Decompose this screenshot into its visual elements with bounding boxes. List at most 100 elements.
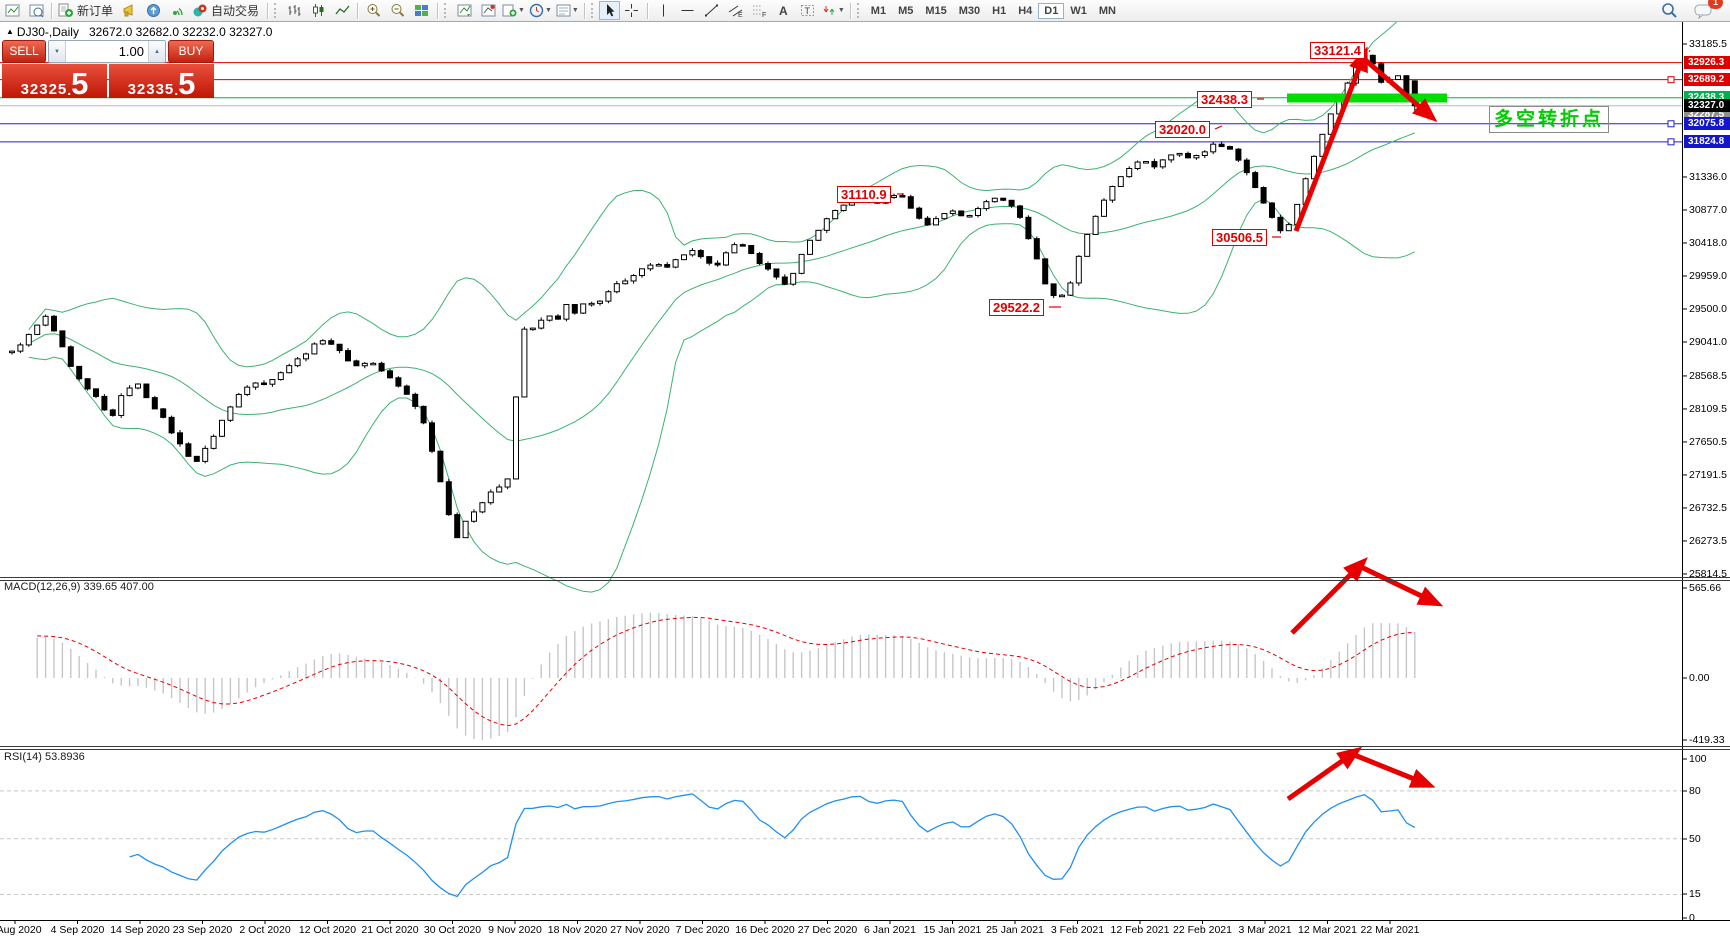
collapse-icon[interactable]: ▲: [6, 27, 14, 36]
candle[interactable]: [521, 328, 528, 398]
candle[interactable]: [210, 435, 217, 449]
candle[interactable]: [1143, 161, 1149, 164]
signal-icon[interactable]: [166, 1, 190, 20]
candle[interactable]: [1084, 233, 1091, 257]
candle[interactable]: [412, 393, 419, 407]
sell-price[interactable]: 32325. 5: [2, 64, 107, 99]
candle[interactable]: [949, 210, 956, 215]
candle[interactable]: [1176, 152, 1183, 156]
candle[interactable]: [462, 520, 469, 539]
candle[interactable]: [1025, 216, 1032, 240]
bollinger-lower-band[interactable]: [28, 198, 1416, 593]
candle[interactable]: [93, 388, 99, 397]
search-icon[interactable]: [1658, 1, 1682, 20]
candle[interactable]: [706, 256, 713, 264]
candle[interactable]: [714, 262, 721, 266]
timeframe-h4[interactable]: H4: [1018, 4, 1033, 17]
candle[interactable]: [496, 486, 503, 493]
candle[interactable]: [252, 382, 259, 388]
candle[interactable]: [1126, 167, 1133, 178]
candle[interactable]: [227, 406, 234, 421]
candle[interactable]: [1243, 159, 1250, 174]
bar-chart-icon[interactable]: [282, 1, 306, 20]
candle[interactable]: [487, 491, 494, 504]
candle[interactable]: [765, 263, 771, 270]
candle[interactable]: [916, 207, 923, 219]
candle[interactable]: [555, 315, 561, 320]
trend-arrow[interactable]: [1293, 46, 1368, 232]
trend-arrow[interactable]: [1286, 746, 1363, 802]
candle[interactable]: [34, 324, 41, 335]
candle[interactable]: [370, 362, 377, 366]
price-annotation-32020.0[interactable]: 32020.0: [1155, 121, 1210, 138]
candle[interactable]: [395, 377, 402, 387]
line-handle[interactable]: [1667, 138, 1675, 146]
candle[interactable]: [723, 252, 729, 266]
candle[interactable]: [504, 478, 511, 488]
add-indicator-button[interactable]: ▼: [500, 1, 527, 20]
candle[interactable]: [1059, 294, 1065, 298]
candle[interactable]: [160, 408, 167, 418]
text-tool[interactable]: A: [772, 1, 796, 20]
candle[interactable]: [1134, 161, 1141, 169]
candle[interactable]: [580, 303, 587, 314]
price-annotation-33121.4[interactable]: 33121.4: [1310, 42, 1365, 59]
candle[interactable]: [597, 300, 603, 304]
tile-windows-icon[interactable]: [410, 1, 434, 20]
candle[interactable]: [1201, 151, 1208, 157]
trendline-tool[interactable]: [700, 1, 724, 20]
candle[interactable]: [328, 340, 335, 345]
publish-chart-icon[interactable]: [142, 1, 166, 20]
volume-increase-button[interactable]: ▲: [148, 41, 165, 62]
sell-button[interactable]: SELL: [2, 40, 46, 63]
candle[interactable]: [437, 450, 444, 483]
candle[interactable]: [143, 383, 150, 399]
candle[interactable]: [403, 385, 410, 395]
candle[interactable]: [51, 315, 57, 332]
candle[interactable]: [244, 386, 251, 395]
candle[interactable]: [353, 360, 360, 367]
candle[interactable]: [76, 365, 83, 380]
candle[interactable]: [202, 447, 209, 462]
candle[interactable]: [613, 283, 620, 293]
candle[interactable]: [1168, 154, 1175, 161]
candle[interactable]: [1033, 238, 1040, 260]
candle[interactable]: [59, 330, 66, 348]
candle[interactable]: [605, 291, 612, 302]
candle[interactable]: [42, 315, 49, 326]
candle[interactable]: [135, 383, 141, 389]
candle[interactable]: [1193, 155, 1200, 159]
candle[interactable]: [639, 268, 645, 277]
equidistant-channel-tool[interactable]: E: [724, 1, 748, 20]
candle[interactable]: [1269, 202, 1275, 218]
candle[interactable]: [1210, 143, 1217, 153]
candle[interactable]: [798, 253, 805, 274]
candle[interactable]: [647, 264, 654, 270]
candle[interactable]: [1017, 205, 1023, 218]
candle[interactable]: [185, 443, 192, 457]
line-handle[interactable]: [1667, 120, 1675, 128]
fibonacci-tool[interactable]: F: [748, 1, 772, 20]
support-highlight-bar[interactable]: [1287, 93, 1447, 103]
candle[interactable]: [1277, 216, 1284, 232]
candle[interactable]: [546, 315, 553, 321]
candle[interactable]: [219, 419, 225, 437]
candle[interactable]: [109, 409, 116, 416]
bollinger-upper-band[interactable]: [28, 13, 1415, 368]
timeframe-m1[interactable]: M1: [870, 4, 887, 17]
candle[interactable]: [1075, 255, 1082, 284]
indicators-list-icon[interactable]: [452, 1, 476, 20]
trend-arrow[interactable]: [1361, 56, 1438, 123]
candle[interactable]: [655, 264, 662, 267]
candle[interactable]: [1109, 185, 1116, 201]
candle[interactable]: [471, 511, 477, 522]
chart-title[interactable]: ▲ DJ30-,Daily 32672.0 32682.0 32232.0 3232…: [6, 25, 272, 39]
candle[interactable]: [672, 259, 679, 268]
candle[interactable]: [387, 370, 393, 379]
candle[interactable]: [118, 395, 125, 416]
candle[interactable]: [361, 362, 368, 367]
candle[interactable]: [193, 455, 200, 462]
candle[interactable]: [1117, 176, 1124, 187]
candle[interactable]: [807, 239, 813, 255]
